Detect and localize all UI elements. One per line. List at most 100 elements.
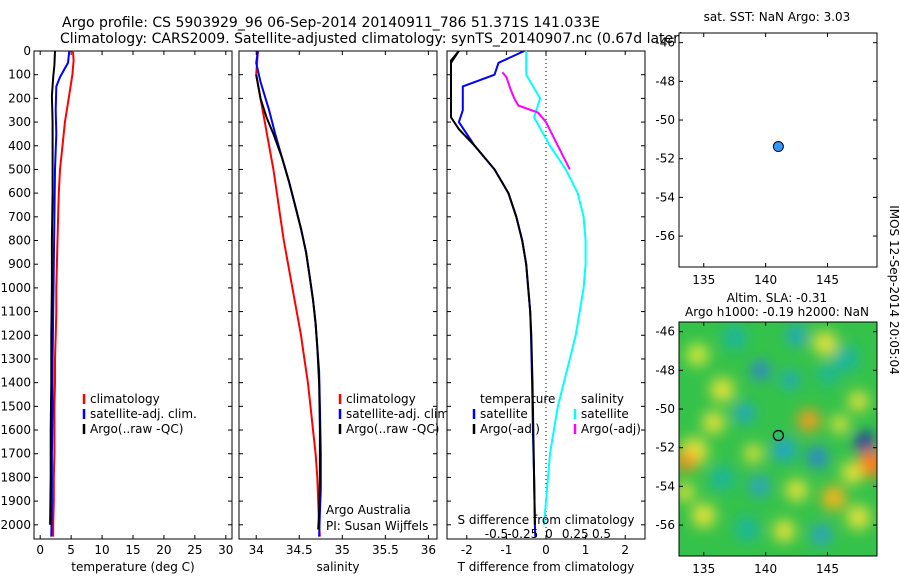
sst-map-axes-box bbox=[678, 32, 878, 268]
sla-anomaly-patch bbox=[797, 409, 820, 432]
difference-s-legend-label: salinity bbox=[581, 392, 624, 406]
salinity-xtick-label: 35.5 bbox=[372, 543, 399, 557]
temperature-ytick-label: 1500 bbox=[0, 399, 31, 413]
temperature-ytick-label: 1000 bbox=[0, 281, 31, 295]
difference-xtick-top-label: 0.5 bbox=[592, 527, 611, 541]
difference-xtick-label: -1 bbox=[500, 543, 512, 557]
temperature-xlabel: temperature (deg C) bbox=[71, 560, 194, 574]
temperature-legend-label: climatology bbox=[90, 392, 160, 406]
salinity-xlabel: salinity bbox=[316, 560, 359, 574]
sla-map-argo-position bbox=[772, 429, 784, 442]
temperature-xtick-label: 25 bbox=[187, 543, 202, 557]
temperature-ytick-label: 800 bbox=[8, 234, 31, 248]
sla-anomaly-patch bbox=[848, 391, 869, 412]
salinity-annotation-line2: PI: Susan Wijffels bbox=[326, 519, 428, 533]
temperature-ytick-label: 0 bbox=[23, 44, 31, 58]
sla-anomaly-patch bbox=[833, 345, 860, 372]
sla-anomaly-patch bbox=[846, 505, 871, 530]
temperature-xtick-label: 5 bbox=[67, 543, 75, 557]
sla-anomaly-patch bbox=[751, 361, 770, 380]
salinity-legend-label: Argo(..raw -QC) bbox=[346, 422, 439, 436]
sst-map-ytick-label: -52 bbox=[655, 152, 675, 166]
sst-map-argo-position bbox=[772, 141, 784, 153]
difference-t-legend-label: Argo(-adj) bbox=[480, 422, 540, 436]
salinity-series-climatology bbox=[255, 50, 321, 537]
sla-anomaly-patch bbox=[821, 485, 846, 510]
sla-anomaly-patch bbox=[702, 411, 725, 434]
temperature-ytick-label: 1300 bbox=[0, 352, 31, 366]
sst-map-xtick-label: 140 bbox=[754, 273, 777, 287]
temperature-ytick-label: 500 bbox=[8, 162, 31, 176]
sst-map-ytick-label: -50 bbox=[655, 113, 675, 127]
difference-s-legend-label: Argo(-adj) bbox=[581, 422, 641, 436]
salinity-xtick-label: 36 bbox=[421, 543, 436, 557]
difference-t-legend-label: temperature bbox=[480, 392, 555, 406]
sst-map-ytick-label: -56 bbox=[655, 229, 675, 243]
sla-map-ytick-label: -50 bbox=[655, 402, 675, 416]
sla-anomaly-patch bbox=[811, 524, 832, 545]
difference-xtick-top-label: 0 bbox=[545, 527, 553, 541]
sst-map-title: sat. SST: NaN Argo: 3.03 bbox=[704, 10, 851, 24]
temperature-ytick-label: 1800 bbox=[0, 470, 31, 484]
sla-map-xtick-label: 140 bbox=[754, 562, 777, 576]
salinity-xtick-label: 35 bbox=[335, 543, 350, 557]
difference-s-legend-label: satellite bbox=[581, 407, 629, 421]
sla-map-ytick-label: -56 bbox=[655, 518, 675, 532]
salinity-series-argo-raw-qc- bbox=[255, 74, 321, 530]
temperature-xtick-label: 0 bbox=[36, 543, 44, 557]
sst-map-xtick-label: 145 bbox=[816, 273, 839, 287]
salinity-xtick-label: 34 bbox=[249, 543, 264, 557]
sla-anomaly-patch bbox=[781, 371, 800, 390]
figure-title-line1: Argo profile: CS 5903929_96 06-Sep-2014 … bbox=[62, 15, 600, 31]
temperature-ytick-label: 1600 bbox=[0, 423, 31, 437]
temperature-ytick-label: 600 bbox=[8, 186, 31, 200]
sla-heatmap-field bbox=[679, 322, 877, 556]
sla-map-ytick-label: -52 bbox=[655, 441, 675, 455]
sla-anomaly-patch bbox=[710, 377, 735, 402]
sla-anomaly-patch bbox=[830, 415, 849, 434]
sla-anomaly-patch bbox=[786, 325, 807, 346]
salinity-legend-label: satellite-adj. clim. bbox=[346, 407, 453, 421]
temperature-xtick-label: 15 bbox=[125, 543, 140, 557]
sla-anomaly-patch bbox=[785, 479, 808, 502]
temperature-ytick-label: 100 bbox=[8, 68, 31, 82]
temperature-xtick-label: 30 bbox=[218, 543, 233, 557]
sla-anomaly-patch bbox=[817, 364, 838, 385]
difference-xtick-label: 1 bbox=[582, 543, 590, 557]
sla-anomaly-patch bbox=[744, 444, 763, 463]
sla-map-ytick-label: -46 bbox=[655, 325, 675, 339]
sla-anomaly-patch bbox=[722, 325, 747, 350]
sla-anomaly-patch bbox=[679, 451, 697, 472]
temperature-ytick-label: 200 bbox=[8, 91, 31, 105]
temperature-ytick-label: 1700 bbox=[0, 447, 31, 461]
sla-map-xtick-label: 135 bbox=[692, 562, 715, 576]
temperature-legend-label: satellite-adj. clim. bbox=[90, 407, 197, 421]
sst-map-xtick-label: 135 bbox=[692, 273, 715, 287]
temperature-ytick-label: 1900 bbox=[0, 494, 31, 508]
sst-map-ytick-label: -48 bbox=[655, 74, 675, 88]
salinity-panel: 34 34.5 35 35.5 36 salinity climatologysatelli… bbox=[238, 50, 453, 574]
sla-anomaly-patch bbox=[735, 516, 760, 541]
sla-map-ytick-label: -54 bbox=[655, 479, 675, 493]
sla-anomaly-patch bbox=[749, 476, 770, 497]
sla-anomaly-patch bbox=[807, 447, 828, 468]
temperature-ytick-label: 1100 bbox=[0, 305, 31, 319]
figure-title-line2: Climatology: CARS2009. Satellite-adjuste… bbox=[60, 31, 684, 47]
sla-map-title-line2: Argo h1000: -0.19 h2000: NaN bbox=[685, 305, 869, 319]
temperature-ytick-label: 1400 bbox=[0, 376, 31, 390]
difference-series-t-argo-adj- bbox=[450, 50, 536, 525]
sla-anomaly-patch bbox=[734, 402, 755, 423]
difference-xtick-top-label: 0.25 bbox=[562, 527, 589, 541]
difference-panel: -2 -1 0 1 2 T difference from climatology temp… bbox=[446, 50, 646, 574]
sla-anomaly-patch bbox=[773, 519, 796, 542]
sst-map-ytick-label: -46 bbox=[655, 36, 675, 50]
difference-xtick-label: 0 bbox=[542, 543, 550, 557]
difference-xlabel: T difference from climatology bbox=[457, 560, 635, 574]
sla-map-axes-box bbox=[678, 321, 878, 557]
side-timestamp: IMOS 12-Sep-2014 20:05:04 bbox=[887, 205, 900, 375]
difference-xlabel-top: S difference from climatology bbox=[458, 513, 635, 527]
sla-map-ytick-label: -48 bbox=[655, 363, 675, 377]
sla-map-xtick-label: 145 bbox=[816, 562, 839, 576]
